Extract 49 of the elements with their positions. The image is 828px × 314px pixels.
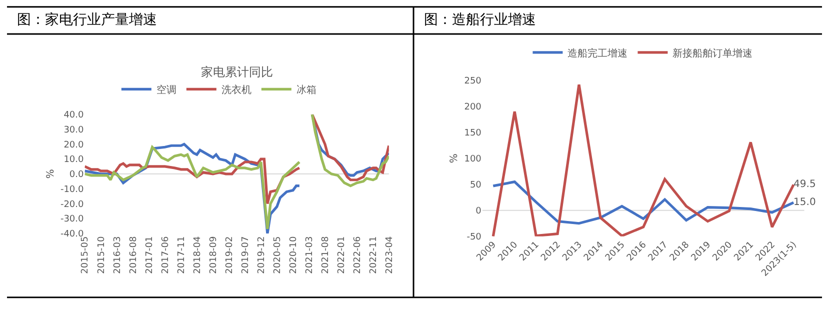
legend-label: 冰箱	[296, 84, 316, 96]
x-tick-label: 2017-06	[160, 236, 171, 274]
y-tick-label: 50	[470, 180, 482, 191]
x-tick-label: 2016-08	[128, 236, 139, 274]
y-tick-label: 30.0	[64, 125, 84, 136]
line-series	[492, 180, 795, 225]
x-tick-label: 2019-02	[224, 236, 235, 274]
chart-title: 图：造船行业增速	[424, 12, 536, 28]
x-tick-label: 2020-05	[272, 236, 283, 274]
y-tick-label: 10.0	[64, 155, 84, 166]
y-tick-label: 20.0	[64, 140, 84, 150]
y-tick-label: 40.0	[64, 110, 84, 121]
y-tick-label: -50	[466, 232, 482, 243]
chart-title: 图：家电行业产量增速	[17, 12, 157, 28]
y-tick-label: -10.0	[60, 184, 84, 195]
x-tick-label: 2022-11	[368, 236, 379, 274]
y-tick-label: 200	[464, 102, 482, 113]
x-tick-label: 2019-07	[240, 236, 251, 274]
x-tick-label: 2023-04	[384, 236, 395, 274]
x-tick-label: 2018-04	[192, 236, 203, 274]
legend-label: 新接船舶订单增速	[672, 47, 753, 60]
y-tick-label: 100	[464, 154, 482, 165]
x-tick-label: 2022-06	[352, 236, 363, 274]
legend-label: 空调	[156, 84, 176, 96]
x-tick-label: 2017-01	[144, 236, 155, 274]
y-tick-label: 0	[476, 206, 482, 217]
y-tick-label: 150	[464, 128, 482, 139]
y-axis-title: %	[45, 169, 56, 179]
x-tick-label: 2022-01	[336, 236, 347, 274]
x-tick-label: 2019-12	[256, 236, 267, 274]
x-tick-label: 2015-10	[96, 236, 107, 274]
x-tick-label: 2021-03	[304, 236, 315, 274]
x-tick-label: 2015-05	[80, 236, 91, 274]
line-series	[492, 83, 795, 236]
y-axis-title: %	[449, 154, 460, 164]
y-tick-label: 0.0	[69, 170, 84, 180]
data-label: 15.0	[794, 197, 816, 208]
chart-subtitle: 家电累计同比	[201, 65, 273, 79]
x-tick-label: 2017-11	[176, 236, 187, 274]
x-tick-label: 2021-08	[320, 236, 331, 274]
legend-label: 洗衣机	[221, 84, 252, 96]
y-tick-label: 250	[464, 76, 482, 87]
legend-label: 造船完工增速	[568, 47, 628, 60]
x-tick-label: 2016-03	[112, 236, 123, 274]
x-tick-label: 2020-10	[288, 236, 299, 274]
x-tick-label: 2018-09	[208, 236, 219, 274]
data-label: 49.5	[794, 179, 816, 190]
y-tick-label: -20.0	[60, 200, 84, 210]
y-tick-label: -30.0	[60, 214, 84, 225]
